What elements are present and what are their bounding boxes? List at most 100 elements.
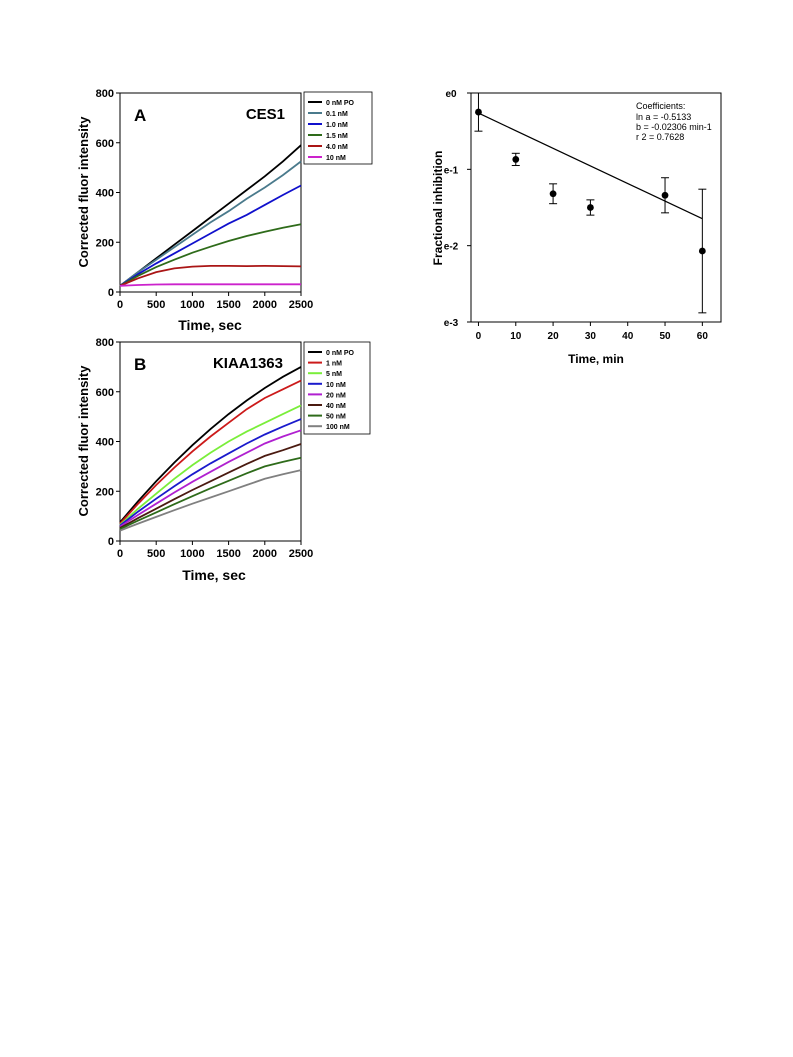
panel-label: B bbox=[134, 355, 146, 374]
y-axis-ticks: 0 200 400 600 800 bbox=[96, 337, 120, 548]
series-line-2 bbox=[119, 184, 302, 287]
y-tick-label: e-3 bbox=[444, 318, 459, 329]
x-tick-label: 0 bbox=[476, 331, 482, 342]
y-tick-label: 0 bbox=[108, 287, 114, 299]
y-tick-label: 0 bbox=[108, 536, 114, 548]
coefficient-r2: r 2 = 0.7628 bbox=[636, 132, 684, 142]
series-line-6 bbox=[119, 456, 302, 530]
x-tick-label: 500 bbox=[147, 299, 165, 311]
data-point bbox=[587, 204, 594, 211]
coefficients-annotation: Coefficients: ln a = -0.5133 b = -0.0230… bbox=[636, 101, 712, 142]
chart-title: KIAA1363 bbox=[213, 355, 283, 372]
x-axis-label: Time, sec bbox=[182, 567, 246, 583]
plot-frame bbox=[470, 92, 722, 323]
legend-label: 0.1 nM bbox=[326, 111, 348, 118]
legend-label: 100 nM bbox=[326, 424, 350, 431]
series-line-0 bbox=[119, 366, 302, 523]
legend-label: 40 nM bbox=[326, 403, 346, 410]
x-tick-label: 50 bbox=[659, 331, 671, 342]
legend-label: 1 nM bbox=[326, 361, 342, 368]
legend-label: 50 nM bbox=[326, 414, 346, 421]
series-line-5 bbox=[119, 283, 301, 287]
y-axis-ticks: 0 200 400 600 800 bbox=[96, 88, 120, 299]
data-point bbox=[661, 191, 669, 199]
y-tick-label: 400 bbox=[96, 188, 114, 200]
panel-a-ces1-chart: 0 200 400 600 800 0 500 1000 1500 2000 2500 A CES… bbox=[76, 88, 373, 333]
legend-label: 1.5 nM bbox=[326, 133, 348, 140]
x-tick-label: 1000 bbox=[180, 299, 204, 311]
series-line-1 bbox=[119, 160, 302, 287]
coefficient-ln-a: ln a = -0.5133 bbox=[636, 112, 691, 122]
legend-label: 5 nM bbox=[326, 371, 342, 378]
legend-label: 20 nM bbox=[326, 392, 346, 399]
x-tick-label: 1000 bbox=[180, 548, 204, 560]
legend-label: 10 nM bbox=[326, 155, 346, 162]
y-axis-label: Corrected fluor intensity bbox=[76, 116, 91, 268]
x-tick-label: 0 bbox=[117, 299, 123, 311]
y-tick-label: e-1 bbox=[444, 165, 459, 176]
legend-label: 0 nM PO bbox=[326, 100, 355, 107]
data-point bbox=[512, 156, 520, 163]
legend-label: 0 nM PO bbox=[326, 350, 355, 357]
x-axis-ticks: 0 10 20 30 40 50 60 bbox=[476, 322, 709, 342]
legend-label: 4.0 nM bbox=[326, 144, 348, 151]
x-axis-label: Time, sec bbox=[178, 317, 242, 333]
series-line-1 bbox=[119, 379, 302, 525]
y-tick-label: 600 bbox=[96, 387, 114, 399]
y-tick-label: e0 bbox=[445, 89, 457, 100]
x-tick-label: 40 bbox=[622, 331, 634, 342]
y-axis-label: Fractional inhibition bbox=[431, 151, 445, 266]
x-tick-label: 2500 bbox=[289, 548, 313, 560]
legend-label: 10 nM bbox=[326, 382, 346, 389]
panel-label: A bbox=[134, 106, 146, 125]
legend-label: 1.0 nM bbox=[326, 122, 348, 129]
series-line-3 bbox=[119, 418, 302, 527]
x-tick-label: 10 bbox=[510, 331, 522, 342]
y-tick-label: 800 bbox=[96, 337, 114, 349]
series-line-3 bbox=[119, 223, 302, 287]
series-lines bbox=[119, 144, 302, 287]
panel-b-kiaa1363-chart: 0 200 400 600 800 0 500 1000 1500 2000 2500 B KIA… bbox=[76, 337, 371, 583]
y-axis-ticks: e0 e-1 e-2 e-3 bbox=[444, 89, 471, 329]
y-tick-label: 400 bbox=[96, 437, 114, 449]
series-line-0 bbox=[119, 144, 302, 287]
series-line-4 bbox=[119, 429, 302, 528]
x-tick-label: 500 bbox=[147, 548, 165, 560]
y-tick-label: 800 bbox=[96, 88, 114, 100]
y-tick-label: e-2 bbox=[444, 242, 459, 253]
y-tick-label: 200 bbox=[96, 237, 114, 249]
coefficients-heading: Coefficients: bbox=[636, 101, 685, 111]
x-tick-label: 2500 bbox=[289, 299, 313, 311]
x-tick-label: 60 bbox=[697, 331, 709, 342]
y-axis-label: Corrected fluor intensity bbox=[76, 365, 91, 517]
chart-title: CES1 bbox=[246, 106, 285, 123]
x-tick-label: 1500 bbox=[216, 548, 240, 560]
data-point bbox=[698, 247, 706, 255]
x-tick-label: 2000 bbox=[253, 299, 277, 311]
x-tick-label: 1500 bbox=[216, 299, 240, 311]
series-line-2 bbox=[119, 404, 302, 526]
x-tick-label: 0 bbox=[117, 548, 123, 560]
y-tick-label: 600 bbox=[96, 138, 114, 150]
data-point bbox=[475, 108, 482, 116]
coefficient-b: b = -0.02306 min-1 bbox=[636, 122, 712, 132]
legend: 0 nM PO 0.1 nM 1.0 nM 1.5 nM 4.0 nM 10 nM bbox=[308, 100, 355, 162]
x-tick-label: 30 bbox=[585, 331, 597, 342]
x-tick-label: 2000 bbox=[253, 548, 277, 560]
legend-box bbox=[303, 341, 371, 435]
data-point bbox=[549, 190, 557, 198]
x-axis-ticks: 0 500 1000 1500 2000 2500 bbox=[117, 292, 313, 311]
series-line-7 bbox=[119, 469, 302, 532]
x-axis-ticks: 0 500 1000 1500 2000 2500 bbox=[117, 541, 313, 560]
y-tick-label: 200 bbox=[96, 486, 114, 498]
fractional-inhibition-chart: e0 e-1 e-2 e-3 0 10 20 30 40 50 60 Time, min Frac… bbox=[431, 89, 722, 366]
data-points bbox=[474, 92, 707, 314]
legend: 0 nM PO 1 nM 5 nM 10 nM 20 nM 40 nM 50 nM 100 n… bbox=[308, 350, 355, 431]
x-axis-label: Time, min bbox=[568, 352, 624, 366]
series-line-5 bbox=[119, 443, 302, 529]
x-tick-label: 20 bbox=[548, 331, 560, 342]
series-lines bbox=[119, 366, 302, 532]
series-line-4 bbox=[119, 264, 302, 287]
legend-box bbox=[303, 91, 373, 165]
